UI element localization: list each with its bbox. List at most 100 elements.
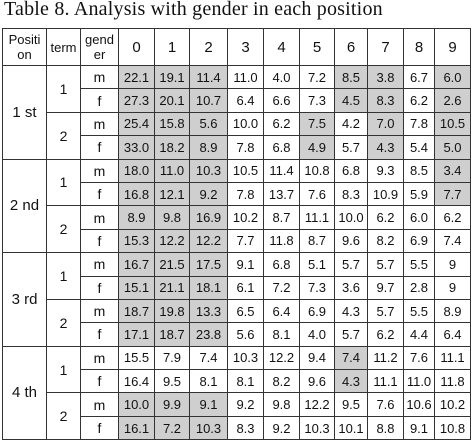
value-cell: 6.5	[227, 298, 264, 324]
table-body: 1 st 1 m 22.1 19.1 11.4 11.0 4.0 7.2 8.5 3.8 6.7 6.0…	[2, 64, 471, 441]
value-cell: 8.1	[227, 369, 264, 394]
value-cell: 8.3	[334, 181, 368, 207]
value-cell: 10.3	[189, 158, 228, 183]
value-cell: 15.5	[118, 345, 155, 371]
table-row: 4 th 1 m 15.5 7.9 7.4 10.3 12.2 9.4 7.4 11.2 7.6 11.…	[2, 345, 471, 441]
value-cell: 18.2	[154, 135, 190, 160]
position-cell: 4 th	[2, 345, 47, 441]
header-col-9: 9	[434, 28, 471, 66]
value-cell: 5.7	[334, 252, 368, 277]
value-cell: 7.3	[299, 88, 335, 113]
value-cell: 10.8	[299, 158, 335, 183]
term-cell: 2	[46, 111, 81, 160]
value-cell: 33.0	[118, 135, 155, 160]
term-cell: 1	[46, 252, 81, 300]
term-cell: 2	[46, 298, 81, 347]
value-cell: 7.9	[154, 345, 190, 371]
value-cell: 8.9	[118, 205, 155, 230]
value-cell: 10.0	[227, 111, 264, 137]
gender-cell: m	[80, 252, 119, 277]
value-cell: 12.2	[154, 228, 190, 254]
gender-position-table: Positi on term gend er 0 1 2 3 4 5 6 7 8…	[2, 28, 471, 441]
value-cell: 7.8	[403, 111, 435, 137]
table-row: f 15.1 21.1 18.1 6.1 7.2 7.3 3.6 9.7 2.8 9	[3, 275, 471, 300]
value-cell: 27.3	[118, 88, 155, 113]
gender-cell: f	[80, 228, 119, 254]
value-cell: 5.7	[334, 322, 368, 347]
value-cell: 6.8	[263, 252, 300, 277]
value-cell: 6.2	[367, 322, 404, 347]
header-col-7: 7	[367, 28, 404, 66]
value-cell: 11.0	[227, 64, 264, 90]
value-cell: 10.3	[189, 415, 228, 441]
value-cell: 9.5	[334, 392, 368, 417]
value-cell: 18.7	[118, 298, 155, 324]
table-row: f 17.1 18.7 23.8 5.6 8.1 4.0 5.7 6.2 4.4 6.4	[3, 322, 471, 347]
gender-cell: m	[80, 345, 119, 371]
table-row: 2 m 8.9 9.8 16.9 10.2 8.7 11.1 10.0 6.2 6.0 6.2	[3, 205, 471, 254]
value-cell: 5.6	[227, 322, 264, 347]
value-cell: 8.2	[263, 369, 300, 394]
value-cell: 7.2	[263, 275, 300, 300]
value-cell: 7.5	[299, 111, 335, 137]
table-row: 2 m 18.7 19.8 13.3 6.5 6.4 6.9 4.3 5.7 5.5 8.9	[3, 298, 471, 347]
value-cell: 6.2	[434, 205, 471, 230]
value-cell: 17.1	[118, 322, 155, 347]
value-cell: 16.9	[189, 205, 228, 230]
term-cell: 2	[46, 392, 81, 441]
value-cell: 11.4	[189, 64, 228, 90]
value-cell: 11.2	[367, 345, 404, 371]
value-cell: 21.5	[154, 252, 190, 277]
value-cell: 6.9	[299, 298, 335, 324]
value-cell: 4.2	[334, 111, 368, 137]
value-cell: 5.4	[403, 135, 435, 160]
header-col-0: 0	[118, 28, 155, 66]
header-position: Positi on	[2, 28, 47, 66]
value-cell: 21.1	[154, 275, 190, 300]
value-cell: 6.4	[263, 298, 300, 324]
gender-cell: m	[80, 392, 119, 417]
value-cell: 6.1	[227, 275, 264, 300]
value-cell: 8.7	[299, 228, 335, 254]
value-cell: 7.6	[299, 181, 335, 207]
value-cell: 6.2	[367, 205, 404, 230]
value-cell: 7.8	[227, 135, 264, 160]
value-cell: 15.8	[154, 111, 190, 137]
value-cell: 9.2	[227, 392, 264, 417]
value-cell: 8.3	[367, 88, 404, 113]
gender-cell: f	[80, 135, 119, 160]
value-cell: 9.6	[299, 369, 335, 394]
value-cell: 9.6	[334, 228, 368, 254]
gender-cell: f	[80, 415, 119, 441]
value-cell: 16.7	[118, 252, 155, 277]
term-cell: 1	[46, 158, 81, 207]
value-cell: 16.8	[118, 181, 155, 207]
gender-cell: m	[80, 298, 119, 324]
value-cell: 5.5	[403, 298, 435, 324]
value-cell: 23.8	[189, 322, 228, 347]
value-cell: 15.3	[118, 228, 155, 254]
value-cell: 18.7	[154, 322, 190, 347]
header-col-3: 3	[227, 28, 264, 66]
value-cell: 11.1	[367, 369, 404, 394]
value-cell: 11.8	[263, 228, 300, 254]
value-cell: 8.1	[263, 322, 300, 347]
value-cell: 22.1	[118, 64, 155, 90]
value-cell: 9.8	[154, 205, 190, 230]
value-cell: 13.7	[263, 181, 300, 207]
header-col-1: 1	[154, 28, 190, 66]
value-cell: 4.3	[334, 298, 368, 324]
value-cell: 9.1	[227, 252, 264, 277]
value-cell: 9.4	[299, 345, 335, 371]
value-cell: 8.1	[189, 369, 228, 394]
value-cell: 10.2	[434, 392, 471, 417]
value-cell: 11.0	[403, 369, 435, 394]
gender-cell: f	[80, 181, 119, 207]
value-cell: 11.8	[434, 369, 471, 394]
term-cell: 1	[46, 345, 81, 394]
value-cell: 19.8	[154, 298, 190, 324]
header-col-8: 8	[403, 28, 435, 66]
header-gender: gend er	[80, 28, 119, 66]
value-cell: 10.5	[434, 111, 471, 137]
value-cell: 6.2	[403, 88, 435, 113]
